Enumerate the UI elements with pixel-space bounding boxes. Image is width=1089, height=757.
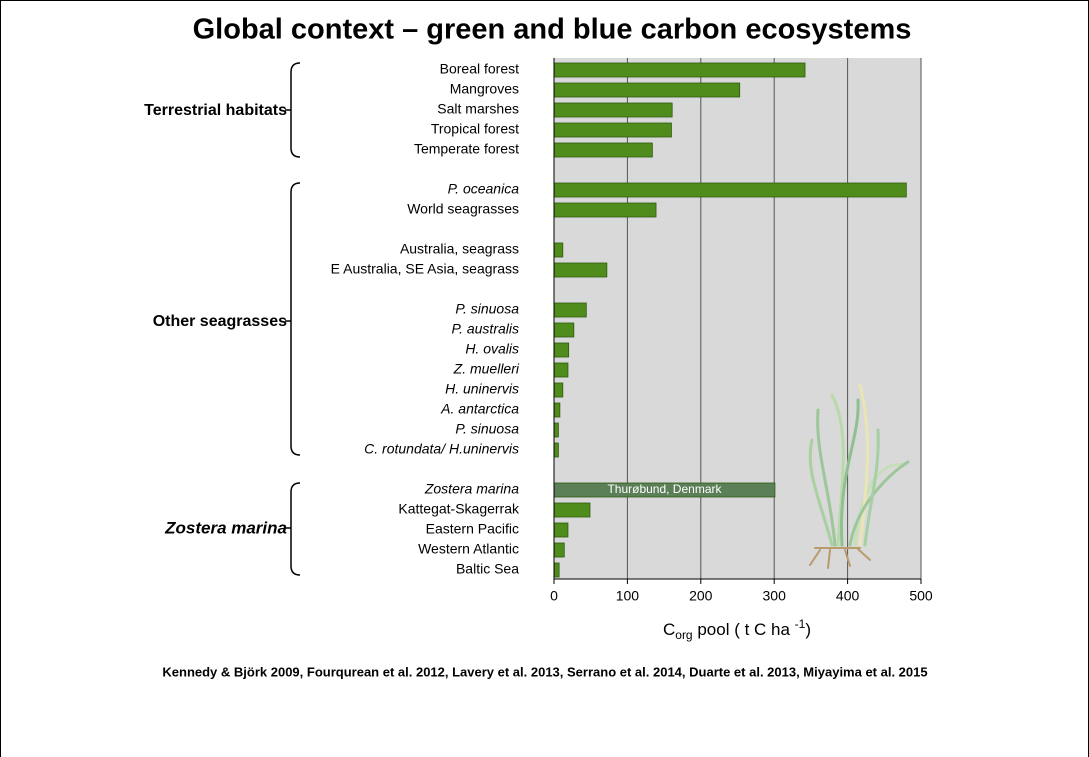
y-tick-label: E Australia, SE Asia, seagrass (331, 261, 519, 277)
seagrass-illustration (808, 383, 910, 569)
x-axis-label-part: ) (805, 620, 811, 639)
x-tick-label: 300 (763, 588, 787, 604)
bar (553, 302, 587, 318)
x-tick-label: 400 (836, 588, 860, 604)
x-tick-label: 200 (689, 588, 713, 604)
x-axis-label-part: org (675, 628, 692, 642)
y-tick-label: P. oceanica (448, 181, 520, 197)
y-tick-label: C. rotundata/ H.uninervis (364, 441, 519, 457)
group-label: Terrestrial habitats (144, 102, 287, 119)
y-tick-label: Tropical forest (431, 121, 519, 137)
y-tick-label: World seagrasses (407, 201, 519, 217)
x-tick-label: 100 (616, 588, 640, 604)
y-tick-label: Zostera marina (424, 481, 519, 497)
group-label: Zostera marina (164, 518, 287, 537)
bar (553, 422, 559, 438)
y-tick-label: A. antarctica (440, 401, 519, 417)
y-tick-label: Kattegat-Skagerrak (398, 501, 520, 517)
bars (553, 62, 907, 578)
bar (553, 242, 564, 258)
source-note: Kennedy & Björk 2009, Fourqurean et al. … (162, 664, 927, 679)
y-tick-label: Eastern Pacific (426, 521, 519, 537)
bar (553, 442, 559, 458)
y-tick-label: Temperate forest (414, 141, 519, 157)
bar (553, 342, 570, 358)
bar (553, 382, 564, 398)
bar-annotation: Thurøbund, Denmark (607, 482, 722, 496)
bar (553, 182, 907, 198)
x-axis-label-part: pool ( t C ha (693, 620, 795, 639)
bar (553, 82, 741, 98)
x-axis-label-part: C (663, 620, 675, 639)
bar (553, 142, 653, 158)
bracket (285, 182, 301, 456)
y-tick-label: Western Atlantic (418, 541, 519, 557)
x-tick-label: 0 (550, 588, 558, 604)
y-tick-label: P. sinuosa (455, 421, 519, 437)
y-tick-label: Baltic Sea (456, 561, 519, 577)
bar (553, 322, 575, 338)
bar (553, 362, 569, 378)
y-tick-label: Australia, seagrass (400, 241, 519, 257)
y-tick-label: Salt marshes (437, 101, 519, 117)
x-axis-label: Corg pool ( t C ha -1) (663, 617, 811, 642)
chart-title: Global context – green and blue carbon e… (193, 14, 912, 46)
bracket (285, 62, 301, 158)
group-brackets (285, 62, 301, 576)
bar (553, 262, 608, 278)
bar (553, 542, 565, 558)
x-axis-label-part: -1 (795, 617, 806, 631)
bar (553, 202, 657, 218)
bracket (285, 482, 301, 576)
y-tick-label: H. ovalis (465, 341, 519, 357)
bar (553, 502, 591, 518)
y-tick-label: Boreal forest (440, 61, 519, 77)
y-tick-label: Z. muelleri (453, 361, 520, 377)
bar (553, 562, 560, 578)
group-label: Other seagrasses (153, 313, 287, 330)
y-tick-label: H. uninervis (445, 381, 519, 397)
bar (553, 62, 806, 78)
x-tick-label: 500 (909, 588, 933, 604)
bar (553, 102, 673, 118)
y-tick-label: Mangroves (450, 81, 519, 97)
bar (553, 522, 569, 538)
bar (553, 402, 561, 418)
y-tick-label: P. australis (452, 321, 519, 337)
bar (553, 122, 672, 138)
y-tick-label: P. sinuosa (455, 301, 519, 317)
